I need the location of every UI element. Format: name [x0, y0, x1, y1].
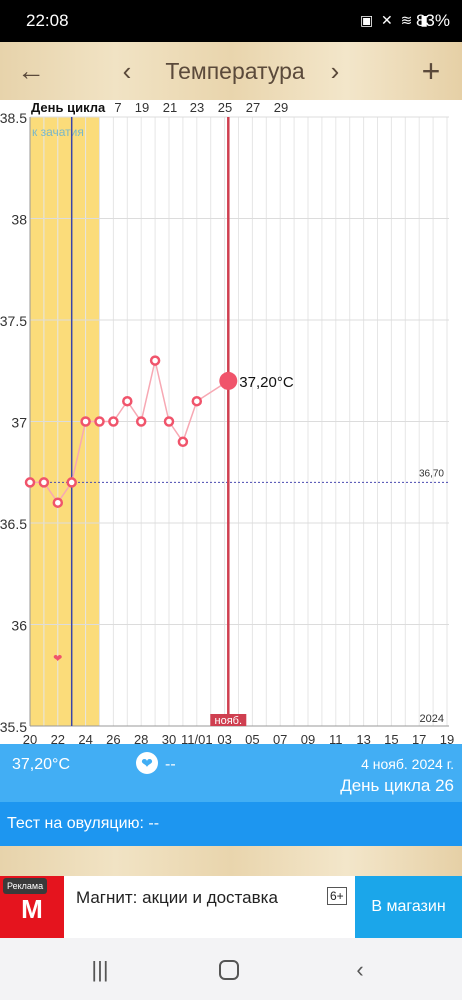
top-tick-label: 7	[114, 100, 121, 115]
chart-svg: 38.5 38 37.5 37 36.5 36 35.5 к зачатия День цикл…	[0, 100, 454, 744]
data-point	[149, 355, 161, 366]
fertile-label: к зачатия	[32, 125, 84, 139]
x-tick-label: 15	[384, 732, 398, 744]
status-bar: 22:08 ▣ ✕ ≋ ▮ 83%	[0, 0, 462, 42]
x-tick-label: 20	[23, 732, 37, 744]
selected-temperature: 37,20°C	[12, 756, 70, 773]
system-nav-bar: ||| ‹	[0, 938, 462, 1000]
heart-marker: ❤	[53, 652, 62, 665]
x-tick-label: 11/01	[181, 732, 213, 744]
data-point	[80, 416, 91, 427]
home-icon[interactable]	[209, 950, 249, 990]
y-tick-label: 38	[11, 212, 27, 228]
y-tick-label: 37.5	[0, 313, 27, 329]
data-point	[66, 477, 77, 488]
header-label-bg	[30, 100, 110, 116]
ad-label: Реклама	[3, 878, 48, 894]
temperature-chart[interactable]: 38.5 38 37.5 37 36.5 36 35.5 к зачатия День цикл…	[0, 100, 462, 744]
x-tick-label: 13	[356, 732, 370, 744]
status-time: 22:08	[26, 11, 69, 30]
info-panel: 37,20°C ❤ -- 4 нояб. 2024 г. День цикла …	[0, 744, 462, 802]
data-point	[135, 416, 147, 427]
heart-icon[interactable]: ❤	[136, 752, 158, 774]
top-tick-label: 25	[218, 100, 232, 115]
data-point	[52, 497, 64, 508]
battery-level: 83%	[415, 11, 450, 30]
ad-banner[interactable]: М Реклама Магнит: акции и доставка 6+ В …	[0, 876, 462, 938]
ovulation-test-row[interactable]: Тест на овуляцию: --	[0, 802, 462, 846]
current-point	[219, 371, 238, 390]
prev-chevron-icon[interactable]: ‹	[122, 55, 132, 86]
year-label: 2024	[420, 713, 444, 725]
top-tick-label: 23	[190, 100, 204, 115]
top-tick-label: 29	[274, 100, 288, 115]
top-tick-label: 27	[246, 100, 260, 115]
data-point	[94, 416, 105, 427]
app-bar: ← ‹ Температура › +	[0, 42, 462, 100]
back-arrow-icon[interactable]: ←	[17, 55, 45, 86]
next-chevron-icon[interactable]: ›	[330, 55, 340, 86]
header-label: День цикла	[31, 100, 106, 115]
x-tick-label: 24	[78, 732, 92, 744]
x-tick-label: 03	[217, 732, 231, 744]
x-tick-label: 26	[106, 732, 120, 744]
y-tick-label: 37	[11, 415, 27, 431]
month-label: нояб.	[215, 715, 243, 727]
wood-divider	[0, 846, 462, 876]
status-icons: ▣ ✕ ≋ ▮	[359, 12, 430, 28]
x-tick-label: 28	[134, 732, 148, 744]
data-point	[38, 477, 50, 488]
x-tick-label: 22	[51, 732, 65, 744]
data-point	[177, 436, 189, 448]
x-tick-label: 07	[273, 732, 287, 744]
selected-date: 4 нояб. 2024 г.	[361, 756, 454, 772]
ad-text[interactable]: Магнит: акции и доставка	[76, 888, 278, 907]
data-point	[108, 416, 119, 427]
ad-age-rating: 6+	[327, 887, 347, 905]
y-tick-label: 35.5	[0, 719, 27, 735]
y-tick-label: 38.5	[0, 110, 27, 126]
x-tick-label: 09	[301, 732, 315, 744]
month-badge	[210, 714, 247, 726]
heart-value: --	[165, 756, 176, 773]
add-icon[interactable]: +	[421, 52, 441, 89]
cycle-day: День цикла 26	[340, 776, 454, 795]
recents-icon[interactable]: |||	[91, 957, 109, 982]
data-point	[163, 416, 175, 427]
page-title: Температура	[165, 58, 305, 84]
top-tick-label: 21	[163, 100, 177, 115]
top-tick-label: 19	[135, 100, 149, 115]
x-tick-label: 17	[412, 732, 426, 744]
y-tick-label: 36.5	[0, 516, 27, 532]
x-tick-label: 11	[329, 732, 343, 744]
current-value-label: 37,20°C	[239, 374, 294, 391]
system-back-icon[interactable]: ‹	[356, 957, 364, 982]
data-point	[122, 395, 133, 407]
x-tick-label: 05	[245, 732, 259, 744]
data-point	[24, 477, 36, 488]
ad-cta-button[interactable]: В магазин	[355, 876, 462, 938]
x-tick-label: 19	[440, 732, 454, 744]
y-tick-label: 36	[11, 618, 27, 634]
x-tick-label: 30	[162, 732, 176, 744]
data-point	[191, 395, 203, 407]
coverline-label: 36,70	[419, 468, 444, 479]
